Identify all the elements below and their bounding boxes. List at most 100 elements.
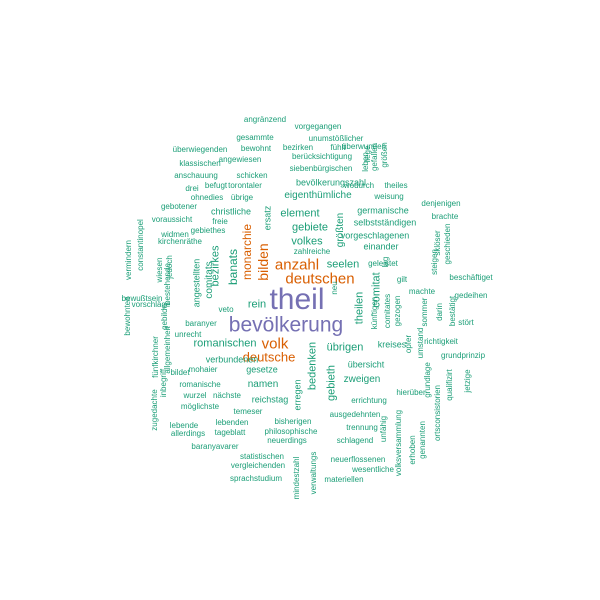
word-groessen: größen — [380, 142, 389, 168]
word-tageblatt: tageblatt — [214, 428, 246, 437]
word-vermindern: vermindern — [124, 239, 133, 281]
word-bezirken: bezirken — [282, 143, 314, 152]
word-neu: neu — [330, 281, 339, 295]
word-gilt: gilt — [396, 275, 408, 284]
word-mindestzahl: mindestzahl — [292, 456, 301, 500]
word-beruecksichtigung: berücksichtigung — [291, 152, 353, 161]
word-schlagend: schlagend — [336, 436, 374, 445]
word-baranyer: baranyer — [185, 319, 217, 328]
word-voraussicht: voraussicht — [151, 215, 193, 224]
word-theilen: theilen — [353, 291, 366, 325]
word-hierueber: hierüber — [396, 388, 426, 397]
word-rein: rein — [247, 298, 267, 311]
word-freie: freie — [212, 217, 228, 226]
word-gefallen: gefallen — [370, 142, 379, 172]
word-comitates: comitates — [383, 293, 392, 329]
word-statistischen: statistischen — [239, 452, 285, 461]
word-anschauung: anschauung — [174, 171, 218, 180]
word-siebenbuergischen: siebenbürgischen — [289, 164, 353, 173]
word-neuerdings: neuerdings — [267, 436, 307, 445]
word-zahlreiche: zahlreiche — [293, 247, 331, 256]
word-mohaier: mohaier — [188, 365, 218, 374]
word-naechste: nächste — [212, 391, 242, 400]
word-torontaler: torontaler — [228, 181, 262, 190]
word-lebende: lebende — [169, 421, 199, 430]
word-eigenthuemliche: eigenthümliche — [284, 190, 352, 201]
word-umstand: umstand — [416, 327, 425, 359]
word-zweigen: zweigen — [343, 374, 381, 385]
word-namen: namen — [247, 379, 279, 390]
word-bilden: bilden — [255, 243, 271, 281]
word-richtigkeit: richtigkeit — [424, 337, 458, 346]
word-gesammte: gesammte — [236, 133, 274, 142]
word-bisherigen: bisherigen — [274, 417, 312, 426]
word-temeser: temeser — [233, 407, 263, 416]
word-seelen: seelen — [326, 258, 360, 271]
word-selbststaendigen: selbstständigen — [353, 217, 417, 228]
word-bildet: bildet — [170, 368, 190, 377]
word-ohnedies: ohnedies — [190, 193, 224, 202]
word-kirchenraethe: kirchenräthe — [157, 237, 203, 246]
word-geschieden: geschieden — [443, 223, 452, 265]
word-opfer: opfer — [404, 334, 413, 354]
word-bevoelkerungszahl: bevölkerungszahl — [295, 177, 367, 188]
word-vorgegangen: vorgegangen — [294, 122, 342, 131]
word-deutsche: deutsche — [242, 349, 296, 365]
word-volksversammlung: volksversammlung — [394, 409, 403, 477]
word-erhoben: erhoben — [408, 435, 417, 465]
word-materiellen: materiellen — [324, 475, 364, 484]
word-theil: theil — [269, 283, 325, 316]
word-kreises: kreises — [377, 339, 407, 350]
word-jedoch: jedoch — [165, 255, 174, 279]
word-drei: drei — [185, 184, 199, 193]
word-reichstag: reichstag — [251, 394, 289, 405]
word-gedeihen: gedeihen — [454, 291, 488, 300]
word-gebotener: gebotener — [160, 202, 198, 211]
word-baranyavarer: baranyavarer — [191, 442, 239, 451]
word-ueberwiegenden: überwiegenden — [172, 145, 228, 154]
word-klassischen: klassischen — [179, 159, 221, 168]
word-gebiete: gebiete — [291, 221, 329, 234]
word-monarchie: monarchie — [240, 223, 254, 281]
word-philosophische: philosophische — [264, 427, 318, 436]
word-angewiesen: angewiesen — [218, 155, 262, 164]
word-weisung: weisung — [374, 192, 404, 201]
word-ausgedehnten: ausgedehnten — [329, 410, 381, 419]
word-grundprinzip: grundprinzip — [440, 351, 486, 360]
word-angestellten: angestellten — [191, 258, 202, 308]
word-volk: volk — [261, 335, 289, 353]
word-fuehlt: fühlt — [330, 143, 346, 152]
word-wesentliche: wesentliche — [352, 465, 394, 474]
word-gebiethes: gebiethes — [190, 226, 226, 235]
word-anzahl: anzahl — [274, 256, 320, 274]
word-uebrigen: übrigen — [326, 341, 364, 354]
word-zugedachte: zugedachte — [150, 389, 159, 431]
word-unumstoesslicher: unumstößlicher — [308, 134, 364, 143]
word-jetzige: jetzige — [463, 369, 472, 393]
word-bewohnten: bewohnten — [123, 296, 132, 336]
word-befugt: befugt — [204, 181, 228, 190]
word-lag: lag — [381, 256, 390, 268]
word-erregen: erregen — [292, 379, 303, 411]
word-sommer: sommer — [420, 297, 429, 327]
word-brachte: brachte — [431, 212, 459, 221]
word-lebenden: lebenden — [215, 418, 249, 427]
word-bewohnt: bewohnt — [240, 144, 272, 153]
word-romanische: romanische — [179, 380, 221, 389]
word-ortsconsistorien: ortsconsistorien — [433, 384, 442, 442]
word-qualifizirt: qualifizirt — [445, 369, 454, 401]
word-neuerflossenen: neuerflossenen — [330, 455, 386, 464]
word-uebrige: übrige — [230, 193, 254, 202]
word-bedenken: bedenken — [306, 341, 319, 391]
word-grundlage: grundlage — [423, 362, 432, 398]
word-bevoelkerung: bevölkerung — [228, 313, 344, 337]
word-genannten: genannten — [418, 421, 427, 459]
word-beschaeftiget: beschäftiget — [449, 273, 493, 282]
word-bestaetigt: bestätigt — [448, 295, 457, 327]
word-denjenigen: denjenigen — [421, 199, 461, 208]
word-romanischen: romanischen — [193, 337, 257, 350]
word-verbundenen: verbundenen — [205, 354, 259, 365]
word-gesetze: gesetze — [246, 364, 278, 375]
word-machte: machte — [408, 287, 436, 296]
word-gebieth: gebieth — [325, 364, 338, 402]
